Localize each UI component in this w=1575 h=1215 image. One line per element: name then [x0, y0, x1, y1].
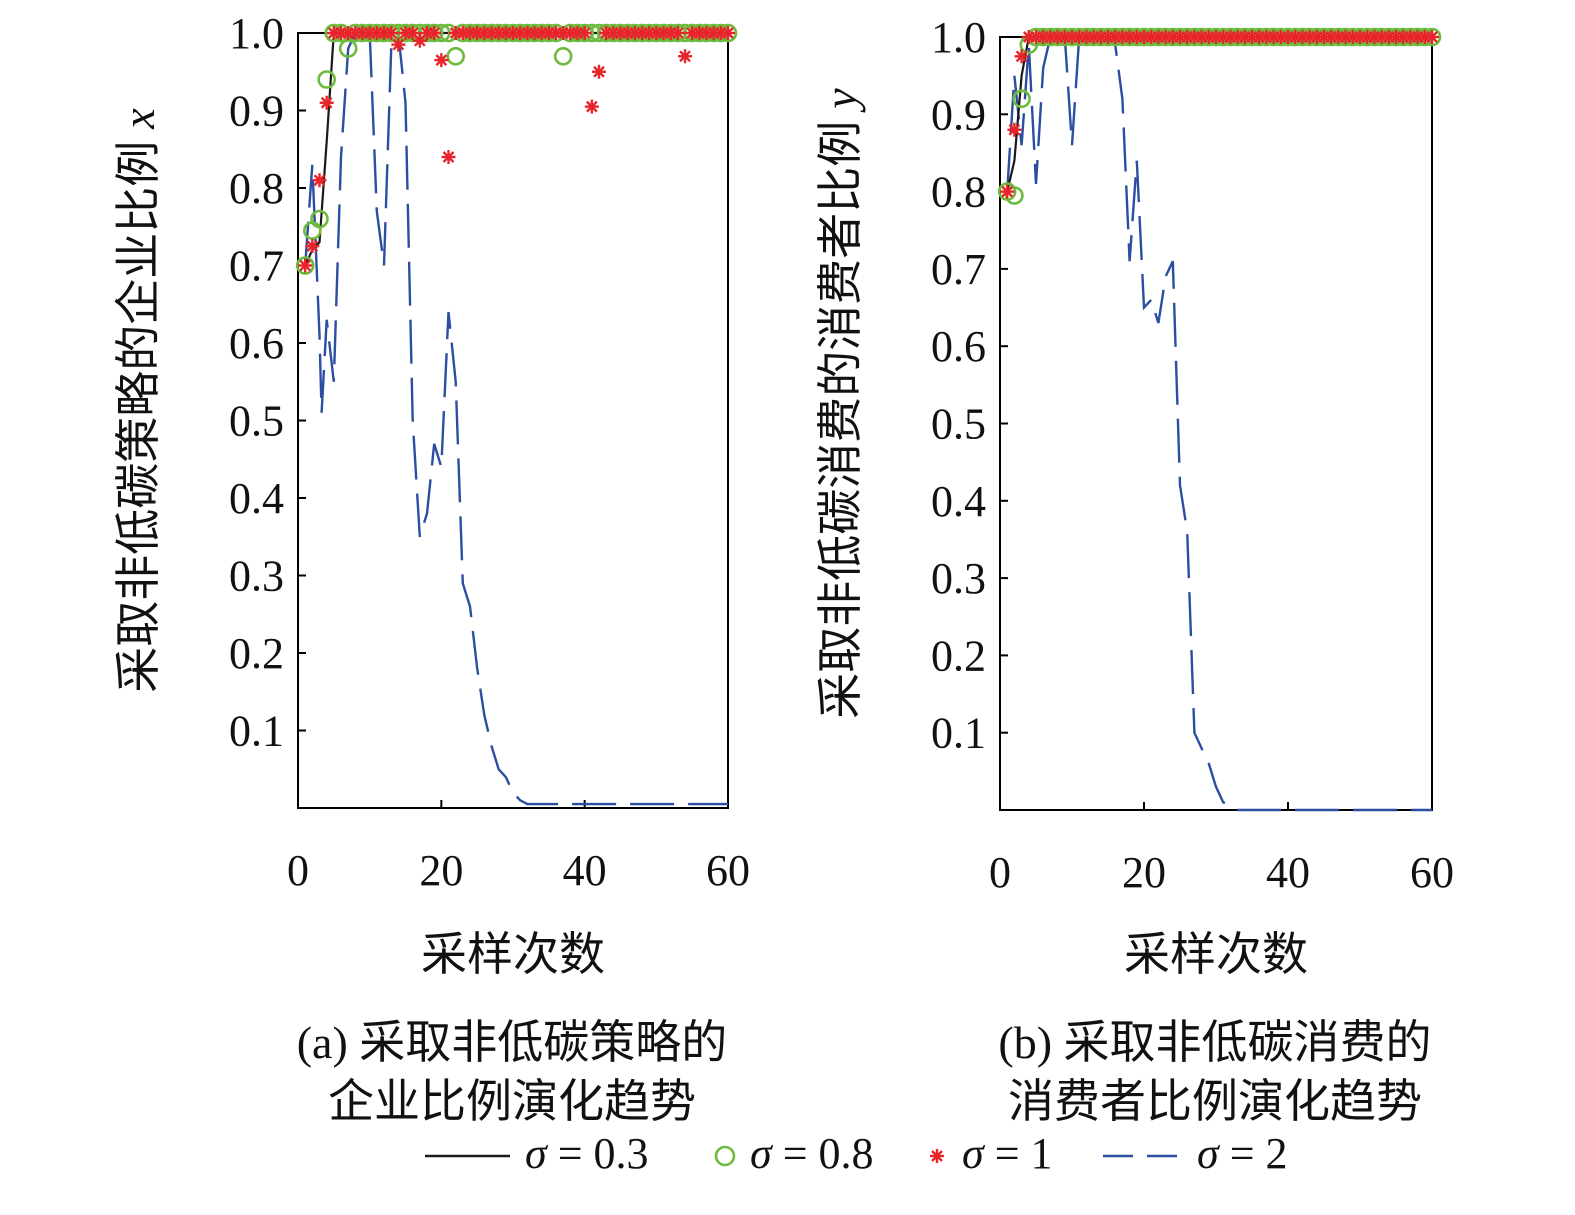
data-point-circle	[446, 46, 466, 66]
plot-frame	[999, 36, 1433, 811]
y-tick-label: 0.4	[229, 474, 284, 523]
series-star	[1000, 30, 1439, 199]
panel-caption-line1: (a) 采取非低碳策略的	[297, 1017, 728, 1068]
data-point-star	[298, 258, 313, 273]
legend-swatch-star	[930, 1149, 944, 1163]
y-tick-label: 0.2	[229, 629, 284, 678]
x-tick-label: 20	[1122, 848, 1166, 897]
data-point-star	[391, 37, 406, 52]
y-tick-label: 0.9	[229, 87, 284, 136]
series-dashed	[1006, 35, 1433, 812]
legend-label-symbol: σ	[525, 1129, 549, 1178]
legend-item: σ = 1	[930, 1129, 1053, 1178]
y-axis-label: 采取非低碳策略的企业比例 x	[113, 108, 164, 693]
y-tick-label: 0.6	[229, 319, 284, 368]
y-axis-label-text: 采取非低碳策略的企业比例	[113, 141, 164, 693]
data-point-star	[592, 64, 606, 79]
x-axis-label: 采样次数	[1124, 929, 1308, 980]
legend-label: σ = 1	[962, 1129, 1053, 1178]
y-axis-label-variable: x	[113, 108, 164, 130]
y-tick-label: 0.2	[931, 631, 986, 680]
panel-caption-line2: 消费者比例演化趋势	[1008, 1076, 1422, 1127]
y-tick-label: 0.8	[229, 164, 284, 213]
legend-item: σ = 0.3	[425, 1129, 649, 1178]
y-axis-label: 采取非低碳消费的消费者比例 y	[815, 88, 866, 719]
y-tick-label: 0.4	[931, 477, 986, 526]
series-line-solid	[304, 31, 728, 266]
series-dashed	[304, 28, 729, 806]
series-circle	[295, 23, 738, 275]
data-point-star	[1000, 184, 1015, 199]
y-tick-label: 0.6	[931, 322, 986, 371]
y-tick-label: 1.0	[229, 9, 284, 58]
x-axis-label: 采样次数	[421, 929, 605, 980]
data-point-star	[577, 26, 592, 40]
legend-label-symbol: σ	[750, 1129, 774, 1178]
data-point-star	[427, 26, 442, 40]
data-point-circle	[317, 70, 337, 89]
legend-label: σ = 2	[1197, 1129, 1288, 1178]
legend-label-value: = 0.8	[772, 1129, 874, 1178]
data-point-circle	[338, 39, 358, 58]
legend-swatch-circle	[714, 1145, 736, 1167]
panel-caption-line2: 企业比例演化趋势	[328, 1076, 696, 1127]
data-point-star	[305, 239, 320, 254]
x-tick-label: 0	[287, 846, 309, 895]
legend-label-symbol: σ	[962, 1129, 986, 1178]
x-tick-label: 40	[563, 846, 607, 895]
data-point-star	[312, 173, 327, 188]
y-tick-label: 0.7	[229, 242, 284, 291]
data-point-star	[434, 53, 449, 68]
series-line-dashed	[1006, 35, 1432, 812]
data-point-circle	[295, 256, 315, 275]
data-point-star	[384, 26, 399, 40]
x-tick-label: 20	[419, 846, 463, 895]
data-point-star	[441, 150, 456, 164]
x-tick-label: 40	[1266, 848, 1310, 897]
series-solid	[304, 31, 729, 266]
series-line-dashed	[304, 28, 728, 806]
data-point-star	[1425, 30, 1439, 44]
y-tick-label: 0.3	[229, 552, 284, 601]
panel-caption-line1: (b) 采取非低碳消费的	[998, 1017, 1431, 1068]
x-tick-label: 0	[989, 848, 1011, 897]
legend-label: σ = 0.3	[525, 1129, 649, 1178]
data-point-star	[670, 26, 685, 40]
data-point-star	[319, 95, 334, 110]
data-point-star	[1014, 49, 1029, 64]
y-tick-label: 0.9	[931, 90, 986, 139]
y-tick-label: 0.8	[931, 168, 986, 217]
legend-label: σ = 0.8	[750, 1129, 874, 1178]
x-tick-label: 60	[706, 846, 750, 895]
y-axis-label-text: 采取非低碳消费的消费者比例	[815, 121, 866, 719]
chart-panel-a: 0.1 0.2 0.3 0.4 0.5 0.6 0.7 0.8 0.9 1.0 0 20 40 60 采样次…	[113, 9, 750, 1127]
y-axis-label-variable: y	[815, 88, 866, 113]
y-tick-label: 0.7	[931, 245, 986, 294]
data-point-star	[678, 49, 692, 64]
data-point-star	[1007, 122, 1022, 137]
data-point-star	[584, 99, 599, 114]
series-star	[298, 26, 735, 273]
y-tick-label: 0.1	[229, 707, 284, 756]
data-point-circle	[310, 209, 329, 229]
plot-frame	[297, 32, 729, 809]
data-point-circle	[553, 46, 573, 66]
y-tick-label: 0.5	[931, 400, 986, 449]
legend-label-symbol: σ	[1197, 1129, 1221, 1178]
chart-panel-b: 0.1 0.2 0.3 0.4 0.5 0.6 0.7 0.8 0.9 1.0 0 20 40 60 采样次…	[815, 13, 1454, 1127]
legend-label-value: = 0.3	[547, 1129, 649, 1178]
legend-item: σ = 2	[1103, 1129, 1288, 1178]
y-tick-label: 0.3	[931, 554, 986, 603]
y-tick-label: 0.1	[931, 709, 986, 758]
y-tick-label: 0.5	[229, 397, 284, 446]
legend-label-value: = 1	[984, 1129, 1053, 1178]
x-tick-label: 60	[1410, 848, 1454, 897]
data-point-star	[721, 26, 735, 40]
legend-label-value: = 2	[1219, 1129, 1288, 1178]
data-point-circle	[1012, 89, 1031, 109]
legend-item: σ = 0.8	[714, 1129, 874, 1178]
y-tick-label: 1.0	[931, 13, 986, 62]
